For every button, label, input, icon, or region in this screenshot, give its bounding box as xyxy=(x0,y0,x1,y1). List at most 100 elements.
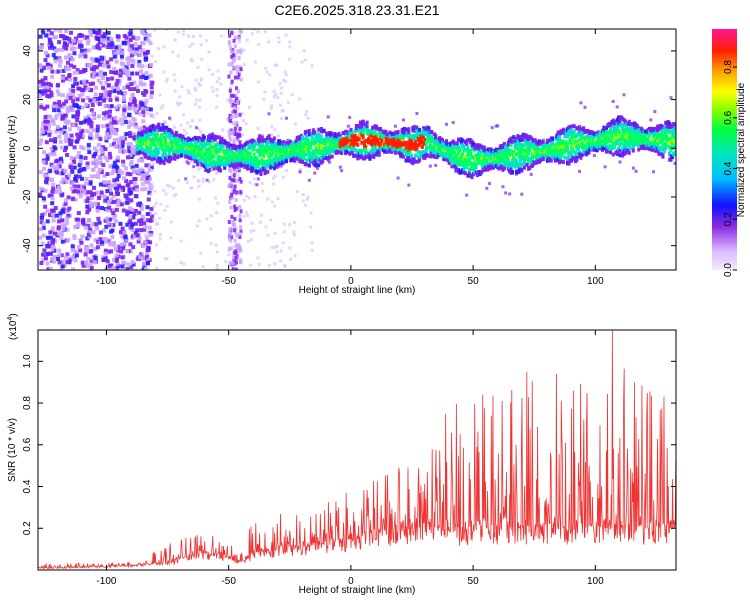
heatmap-cell xyxy=(128,249,133,254)
heatmap-cell xyxy=(143,56,148,61)
heatmap-cell xyxy=(145,255,150,260)
heatmap-cell xyxy=(76,221,81,226)
heatmap-cell xyxy=(298,145,302,150)
heatmap-cell xyxy=(39,220,44,225)
heatmap-cell xyxy=(133,177,138,182)
heatmap-cell xyxy=(217,163,221,168)
heatmap-cell xyxy=(369,133,373,138)
heatmap-cell xyxy=(149,165,154,170)
heatmap-cell xyxy=(510,170,514,175)
heatmap-cell xyxy=(110,234,115,239)
heatmap-cell xyxy=(128,180,133,185)
heatmap-cell xyxy=(104,80,109,85)
heatmap-cell xyxy=(103,136,108,141)
heatmap-cell xyxy=(502,166,506,171)
heatmap-cell xyxy=(142,114,146,118)
heatmap-cell xyxy=(109,104,114,109)
heatmap-cell xyxy=(72,51,77,56)
heatmap-cell xyxy=(130,64,135,69)
heatmap-cell xyxy=(82,189,87,194)
heatmap-cell xyxy=(73,224,78,229)
heatmap-cell xyxy=(253,60,257,64)
heatmap-cell xyxy=(91,111,96,116)
heatmap-cell xyxy=(42,173,47,178)
heatmap-cell xyxy=(338,134,342,139)
heatmap-cell xyxy=(228,118,232,123)
heatmap-cell xyxy=(60,239,65,244)
heatmap-cell xyxy=(109,39,114,44)
heatmap-cell xyxy=(53,206,58,211)
heatmap-cell xyxy=(67,66,72,71)
heatmap-cell xyxy=(130,92,135,97)
heatmap-cell xyxy=(140,31,145,36)
heatmap-cell xyxy=(127,124,132,129)
heatmap-cell xyxy=(198,98,202,102)
heatmap-cell xyxy=(306,138,310,143)
heatmap-cell xyxy=(269,218,273,222)
heatmap-cell xyxy=(144,163,149,168)
heatmap-cell xyxy=(302,152,306,157)
heatmap-cell xyxy=(517,154,521,159)
heatmap-cell xyxy=(130,71,135,76)
heatmap-cell xyxy=(508,192,512,196)
heatmap-cell xyxy=(39,84,44,89)
heatmap-cell xyxy=(178,133,182,138)
heatmap-cell xyxy=(133,108,138,113)
heatmap-cell xyxy=(137,144,141,149)
heatmap-cell xyxy=(38,141,43,146)
heatmap-cell xyxy=(349,143,353,148)
heatmap-cell xyxy=(166,142,170,147)
heatmap-cell xyxy=(137,128,142,133)
heatmap-cell xyxy=(408,146,412,151)
heatmap-cell xyxy=(231,58,235,63)
heatmap-cell xyxy=(101,75,106,80)
heatmap-cell xyxy=(147,168,152,173)
heatmap-cell xyxy=(110,85,115,90)
heatmap-cell xyxy=(132,102,137,107)
heatmap-cell xyxy=(510,139,514,144)
heatmap-cell xyxy=(173,156,177,161)
heatmap-cell xyxy=(57,99,62,104)
heatmap-cell xyxy=(125,171,130,176)
heatmap-cell xyxy=(137,236,142,241)
heatmap-cell xyxy=(60,47,65,52)
heatmap-cell xyxy=(263,30,267,34)
heatmap-cell xyxy=(235,120,239,125)
heatmap-cell xyxy=(64,99,69,104)
heatmap-cell xyxy=(88,62,93,67)
heatmap-cell xyxy=(258,134,262,139)
heatmap-cell xyxy=(120,264,125,269)
heatmap-cell xyxy=(536,141,540,146)
heatmap-cell xyxy=(59,130,64,135)
heatmap-cell xyxy=(46,267,51,270)
heatmap-cell xyxy=(229,186,233,190)
heatmap-cell xyxy=(469,152,473,157)
heatmap-cell xyxy=(317,127,321,132)
heatmap-cell xyxy=(203,135,206,140)
heatmap-cell xyxy=(138,255,143,260)
heatmap-cell xyxy=(149,113,154,118)
heatmap-cell xyxy=(196,65,200,69)
heatmap-cell xyxy=(541,140,545,145)
heatmap-cell xyxy=(104,248,109,253)
heatmap-cell xyxy=(276,197,280,201)
heatmap-cell xyxy=(70,92,75,97)
heatmap-cell xyxy=(49,162,54,167)
heatmap-cell xyxy=(244,148,248,153)
heatmap-cell xyxy=(127,56,132,61)
heatmap-cell xyxy=(237,49,241,54)
heatmap-cell xyxy=(129,53,134,58)
heatmap-cell xyxy=(253,182,257,186)
heatmap-cell xyxy=(332,140,336,145)
heatmap-cell xyxy=(502,141,506,146)
heatmap-cell xyxy=(162,45,166,49)
heatmap-cell xyxy=(420,130,424,135)
heatmap-cell xyxy=(231,130,235,135)
heatmap-cell xyxy=(282,140,286,145)
heatmap-cell xyxy=(149,95,154,100)
heatmap-cell xyxy=(153,189,157,193)
heatmap-cell xyxy=(367,140,371,145)
heatmap-cell xyxy=(139,218,144,223)
heatmap-cell xyxy=(165,29,169,31)
heatmap-cell xyxy=(345,140,349,145)
